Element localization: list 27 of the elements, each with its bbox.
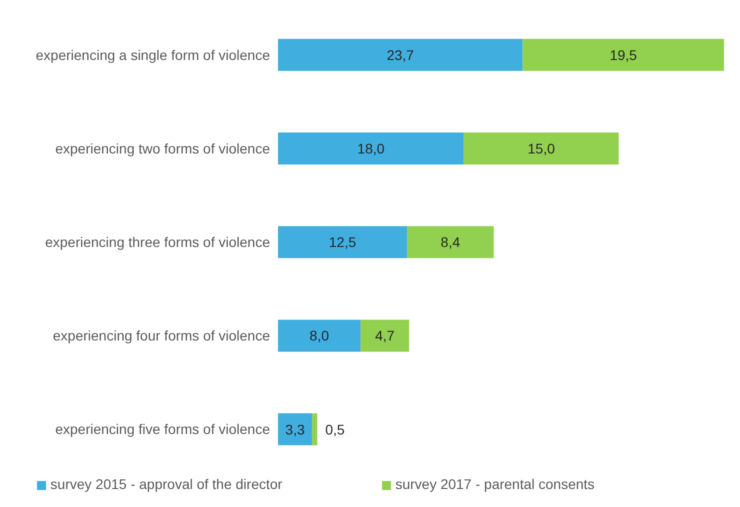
y-tick-label: experiencing five forms of violence — [55, 421, 270, 438]
bar — [278, 413, 312, 446]
bar — [522, 38, 724, 71]
legend-label: survey 2017 - parental consents — [395, 476, 595, 492]
data-label: 4,7 — [375, 328, 395, 344]
data-label: 18,0 — [357, 140, 385, 156]
legend-label: survey 2015 - approval of the director — [50, 476, 282, 492]
data-label: 8,0 — [310, 328, 330, 344]
data-label: 23,7 — [386, 46, 414, 63]
bar — [407, 226, 494, 258]
bar — [464, 132, 619, 164]
data-label: 12,5 — [328, 234, 356, 250]
y-tick-label: experiencing a single form of violence — [36, 46, 270, 63]
y-tick-label: experiencing three forms of violence — [45, 234, 270, 250]
bar — [278, 132, 464, 164]
bar — [278, 226, 408, 258]
bar — [360, 320, 410, 352]
data-label: 15,0 — [528, 140, 556, 156]
y-tick-label: experiencing two forms of violence — [55, 140, 270, 156]
y-tick-label: experiencing four forms of violence — [52, 328, 270, 344]
data-label: 8,4 — [440, 234, 460, 250]
bar — [278, 38, 523, 71]
bar — [312, 413, 318, 446]
bar — [278, 320, 361, 352]
data-label: 0,5 — [325, 421, 345, 438]
data-label: 3,3 — [285, 421, 305, 438]
data-label: 19,5 — [610, 46, 638, 63]
